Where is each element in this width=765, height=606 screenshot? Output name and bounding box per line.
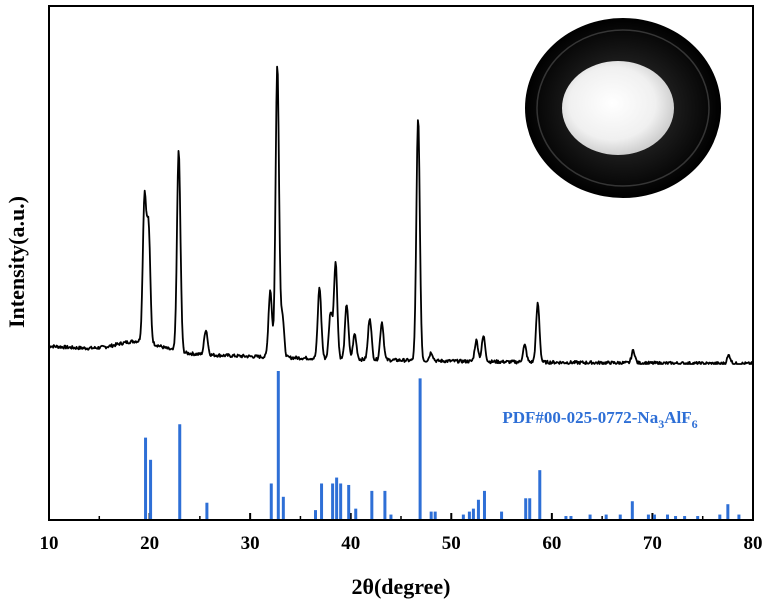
x-tick-label: 50: [442, 533, 461, 554]
x-axis-title: 2θ(degree): [351, 574, 450, 599]
x-tick-label: 80: [744, 533, 763, 554]
reference-label: PDF#00-025-0772-Na3AlF6: [502, 408, 697, 431]
x-axis-tick-labels: 10 20 30 40 50 60 70 80: [40, 533, 763, 554]
measured-pattern-line: [48, 65, 754, 365]
x-tick-label: 20: [140, 533, 159, 554]
reference-sticks: [144, 371, 741, 519]
x-tick-label: 40: [341, 533, 360, 554]
inset-powder-photo: [525, 18, 721, 198]
x-tick-label: 70: [643, 533, 662, 554]
y-axis-title: Intensity(a.u.): [4, 196, 29, 328]
x-tick-label: 30: [241, 533, 260, 554]
x-tick-label: 10: [40, 533, 59, 554]
x-tick-label: 60: [542, 533, 561, 554]
